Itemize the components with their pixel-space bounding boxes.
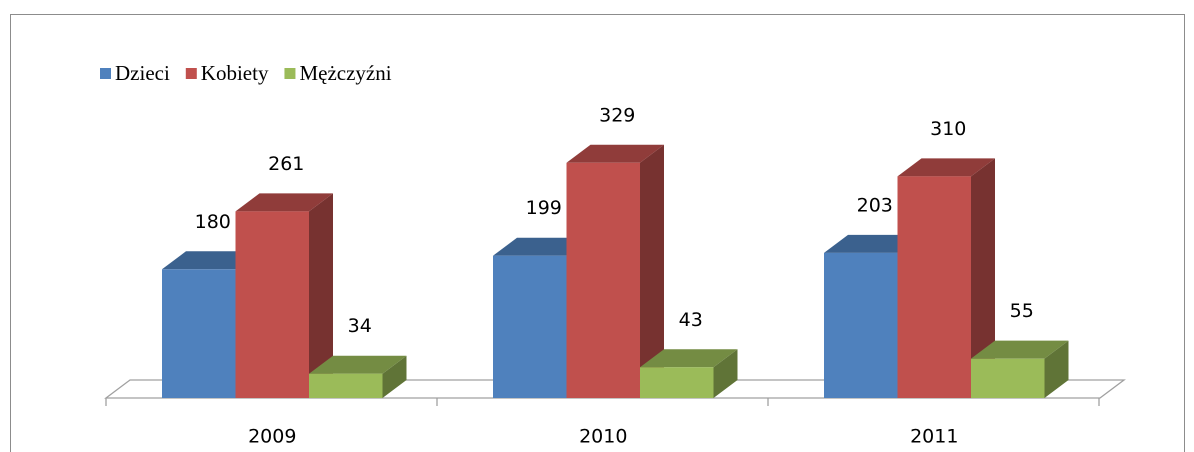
data-label: 203 [857,194,893,216]
bar-front [640,367,714,398]
x-tick-label: 2011 [910,426,958,448]
legend-swatch [100,68,111,79]
legend-swatch [284,68,296,79]
bar-top [824,234,922,253]
bar [566,144,664,398]
data-label: 43 [679,309,703,331]
bar-top [493,237,591,256]
bar-front [971,358,1045,398]
bar-top [971,340,1069,359]
legend-label: Kobiety [201,61,269,85]
bar [235,193,333,398]
bar-side [640,144,664,398]
bar-side [971,158,995,398]
bar-front [897,176,971,398]
bar [640,349,738,398]
data-label: 261 [268,153,304,175]
bar-top [566,144,664,163]
data-label: 55 [1010,300,1034,322]
x-tick-label: 2010 [579,426,627,448]
bar-top [640,349,738,368]
floor [104,379,1126,399]
x-tick-label: 2009 [248,426,296,448]
bar [897,158,995,398]
bar-side [309,193,333,398]
bar-top [162,251,260,270]
legend-label: Mężczyźni [299,61,391,85]
bar-front [566,162,640,398]
data-label: 310 [930,118,966,140]
data-label: 199 [526,197,562,219]
legend-swatch [185,68,197,79]
data-label: 329 [599,104,635,126]
data-label: 34 [348,315,372,337]
bar-front [235,211,309,398]
bar-top [897,158,995,177]
bar-front [493,255,567,398]
bar-top [235,193,333,212]
bar-front [309,373,383,398]
legend: Dzieci Kobiety Mężczyźni [100,61,392,85]
legend-label: Dzieci [115,61,170,85]
data-label: 180 [195,211,231,233]
bar-front [162,269,236,398]
bar [309,355,407,398]
bar-top [309,355,407,374]
bar-side [713,349,738,398]
bar-side [382,355,407,398]
bar-front [824,252,898,398]
bar-side [1044,340,1069,398]
bar [971,340,1069,398]
